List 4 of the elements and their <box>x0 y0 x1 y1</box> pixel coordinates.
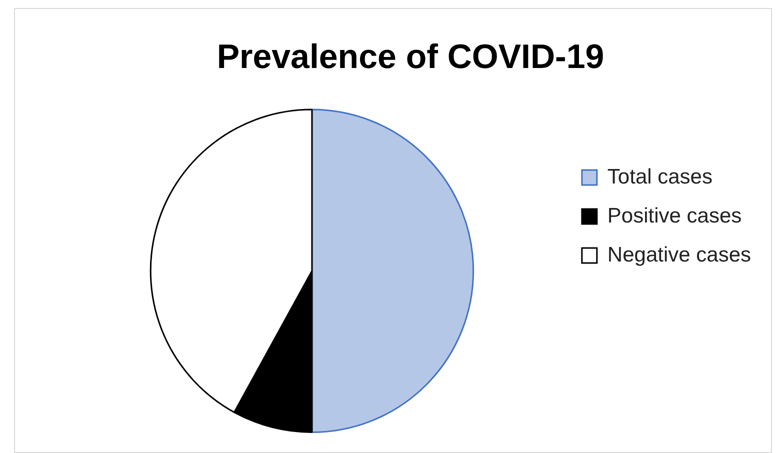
legend-label: Positive cases <box>607 204 742 228</box>
chart-title: Prevalence of COVID-19 <box>216 38 604 76</box>
legend-label: Negative cases <box>607 243 752 266</box>
legend-label: Total cases <box>607 165 712 188</box>
